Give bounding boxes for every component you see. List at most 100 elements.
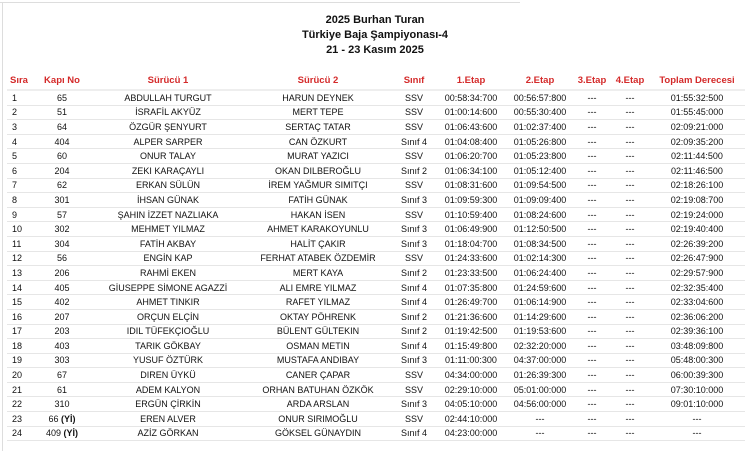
cell-rank: 16 bbox=[7, 309, 31, 325]
cell-rank: 17 bbox=[7, 324, 31, 340]
cell-rank: 8 bbox=[7, 192, 31, 208]
cell-driver-2: RAFET YILMAZ bbox=[243, 294, 393, 310]
cell-total-time: 01:55:32:500 bbox=[649, 90, 745, 106]
cell-class: SSV bbox=[393, 207, 435, 223]
cell-class: Sınıf 4 bbox=[393, 134, 435, 150]
cell-stage-2: 01:19:53:600 bbox=[507, 324, 573, 340]
cell-driver-2: OSMAN METIN bbox=[243, 338, 393, 354]
cell-class: Sınıf 4 bbox=[393, 280, 435, 296]
cell-stage-3: --- bbox=[573, 119, 611, 135]
cell-door-no: 67 bbox=[31, 367, 93, 383]
cell-stage-1: 04:23:00:000 bbox=[435, 426, 507, 442]
column-header-rank: Sıra bbox=[7, 72, 31, 91]
frame-border-left bbox=[2, 2, 3, 451]
cell-stage-4: --- bbox=[611, 280, 649, 296]
cell-stage-1: 01:00:14:600 bbox=[435, 105, 507, 121]
cell-stage-1: 02:44:10:000 bbox=[435, 411, 507, 427]
cell-class: SSV bbox=[393, 367, 435, 383]
table-row: 10 302 MEHMET YILMAZ AHMET KARAKOYUNLU Sınıf… bbox=[7, 221, 745, 237]
cell-driver-1: ADEM KALYON bbox=[93, 382, 243, 398]
cell-driver-1: AHMET TINKIR bbox=[93, 294, 243, 310]
door-number: 62 bbox=[56, 180, 67, 191]
table-row: 14 405 GİUSEPPE SİMONE AGAZZİ ALI EMRE YILM… bbox=[7, 280, 745, 296]
cell-rank: 7 bbox=[7, 178, 31, 194]
cell-stage-2: 01:05:12:400 bbox=[507, 163, 573, 179]
cell-total-time: 02:39:36:100 bbox=[649, 324, 745, 340]
table-row: 18 403 TARIK GÖKBAY OSMAN METIN Sınıf 4 01:15… bbox=[7, 338, 745, 354]
cell-total-time: 02:33:04:600 bbox=[649, 294, 745, 310]
cell-total-time: 02:09:35:200 bbox=[649, 134, 745, 150]
results-title: 2025 Burhan Turan Türkiye Baja Şampiyona… bbox=[0, 13, 750, 58]
cell-stage-1: 02:29:10:000 bbox=[435, 382, 507, 398]
cell-driver-1: FATİH AKBAY bbox=[93, 236, 243, 252]
cell-door-no: 304 bbox=[31, 236, 93, 252]
cell-total-time: 02:29:57:900 bbox=[649, 265, 745, 281]
door-number: 310 bbox=[54, 399, 70, 410]
cell-class: SSV bbox=[393, 119, 435, 135]
cell-driver-1: IDIL TÜFEKÇIOĞLU bbox=[93, 324, 243, 340]
cell-rank: 12 bbox=[7, 251, 31, 267]
cell-stage-3: --- bbox=[573, 426, 611, 442]
cell-rank: 24 bbox=[7, 426, 31, 442]
cell-stage-1: 01:06:34:100 bbox=[435, 163, 507, 179]
cell-stage-3: --- bbox=[573, 396, 611, 413]
cell-stage-4: --- bbox=[611, 134, 649, 150]
door-suffix: (Yİ) bbox=[61, 413, 76, 424]
cell-class: SSV bbox=[393, 382, 435, 398]
cell-rank: 10 bbox=[7, 221, 31, 237]
cell-door-no: 56 bbox=[31, 251, 93, 267]
cell-driver-2: ALI EMRE YILMAZ bbox=[243, 280, 393, 296]
cell-driver-2: AHMET KARAKOYUNLU bbox=[243, 221, 393, 237]
cell-stage-1: 01:04:08:400 bbox=[435, 134, 507, 150]
cell-stage-2: --- bbox=[507, 426, 573, 442]
cell-driver-2: MUSTAFA ANDIBAY bbox=[243, 353, 393, 369]
cell-class: Sınıf 4 bbox=[393, 338, 435, 354]
cell-rank: 19 bbox=[7, 353, 31, 369]
cell-driver-2: ONUR SIRIMOĞLU bbox=[243, 411, 393, 427]
door-number: 57 bbox=[56, 209, 67, 220]
cell-total-time: 06:00:39:300 bbox=[649, 367, 745, 383]
cell-stage-4: --- bbox=[611, 90, 649, 106]
cell-driver-1: ALPER SARPER bbox=[93, 134, 243, 150]
cell-stage-3: --- bbox=[573, 90, 611, 106]
cell-class: Sınıf 3 bbox=[393, 236, 435, 252]
cell-total-time: 01:55:45:000 bbox=[649, 105, 745, 121]
cell-class: Sınıf 4 bbox=[393, 426, 435, 442]
cell-stage-1: 01:26:49:700 bbox=[435, 294, 507, 310]
cell-driver-1: MEHMET YILMAZ bbox=[93, 221, 243, 237]
cell-rank: 6 bbox=[7, 163, 31, 179]
cell-stage-2: 01:26:39:300 bbox=[507, 367, 573, 383]
table-row: 23 66 (Yİ) EREN ALVER ONUR SIRIMOĞLU SSV 02:4… bbox=[7, 411, 745, 427]
cell-rank: 15 bbox=[7, 294, 31, 310]
column-header-driver-1: Sürücü 1 bbox=[93, 72, 243, 91]
cell-total-time: 02:26:39:200 bbox=[649, 236, 745, 252]
table-row: 15 402 AHMET TINKIR RAFET YILMAZ Sınıf 4 01:2… bbox=[7, 294, 745, 310]
cell-rank: 22 bbox=[7, 396, 31, 413]
cell-stage-1: 01:24:33:600 bbox=[435, 251, 507, 267]
cell-stage-4: --- bbox=[611, 426, 649, 442]
cell-driver-1: RAHMİ EKEN bbox=[93, 265, 243, 281]
cell-door-no: 51 bbox=[31, 105, 93, 121]
door-number: 409 bbox=[45, 428, 61, 439]
cell-stage-2: 01:02:37:400 bbox=[507, 119, 573, 135]
cell-class: SSV bbox=[393, 178, 435, 194]
cell-total-time: 02:26:47:900 bbox=[649, 251, 745, 267]
cell-stage-2: 00:56:57:800 bbox=[507, 90, 573, 106]
cell-stage-1: 01:10:59:400 bbox=[435, 207, 507, 223]
cell-total-time: 07:30:10:000 bbox=[649, 382, 745, 398]
cell-stage-2: 01:06:24:400 bbox=[507, 265, 573, 281]
cell-stage-3: --- bbox=[573, 265, 611, 281]
cell-driver-1: YUSUF ÖZTÜRK bbox=[93, 353, 243, 369]
cell-door-no: 65 bbox=[31, 90, 93, 106]
table-row: 22 310 ERGÜN ÇİRKİN ARDA ARSLAN Sınıf 3 04:05… bbox=[7, 396, 745, 413]
cell-rank: 18 bbox=[7, 338, 31, 354]
cell-driver-1: ŞAHIN İZZET NAZLIAKA bbox=[93, 207, 243, 223]
cell-stage-2: 01:05:23:800 bbox=[507, 148, 573, 164]
table-row: 11 304 FATİH AKBAY HALİT ÇAKIR Sınıf 3 01:18:… bbox=[7, 236, 745, 252]
cell-class: Sınıf 3 bbox=[393, 192, 435, 208]
cell-driver-1: GİUSEPPE SİMONE AGAZZİ bbox=[93, 280, 243, 296]
cell-total-time: 03:48:09:800 bbox=[649, 338, 745, 354]
cell-class: SSV bbox=[393, 90, 435, 106]
cell-driver-2: ARDA ARSLAN bbox=[243, 396, 393, 413]
table-row: 3 64 ÖZGÜR ŞENYURT SERTAÇ TATAR SSV 01:06:43:… bbox=[7, 119, 745, 135]
